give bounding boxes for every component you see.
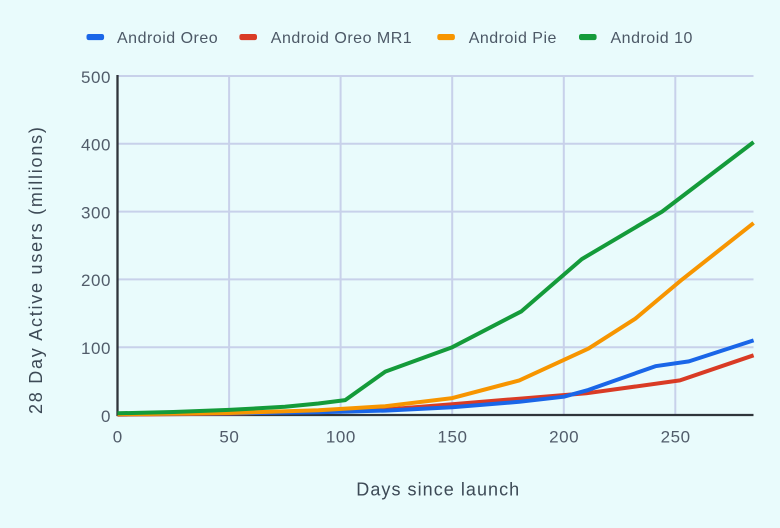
svg-text:28 Day Active users (millions): 28 Day Active users (millions) bbox=[26, 125, 46, 414]
svg-text:0: 0 bbox=[113, 428, 123, 447]
svg-text:500: 500 bbox=[81, 68, 111, 87]
svg-text:150: 150 bbox=[437, 428, 467, 447]
svg-text:Android 10: Android 10 bbox=[611, 30, 693, 47]
svg-text:Android Pie: Android Pie bbox=[469, 30, 557, 47]
svg-text:400: 400 bbox=[81, 136, 111, 155]
svg-text:300: 300 bbox=[81, 203, 111, 222]
svg-text:200: 200 bbox=[549, 428, 579, 447]
svg-text:Days since launch: Days since launch bbox=[356, 479, 520, 499]
svg-text:250: 250 bbox=[661, 428, 691, 447]
svg-text:50: 50 bbox=[219, 428, 239, 447]
svg-text:Android Oreo: Android Oreo bbox=[117, 30, 218, 47]
svg-text:0: 0 bbox=[101, 407, 111, 426]
svg-text:100: 100 bbox=[326, 428, 356, 447]
svg-text:100: 100 bbox=[81, 339, 111, 358]
svg-text:200: 200 bbox=[81, 271, 111, 290]
svg-text:Android Oreo MR1: Android Oreo MR1 bbox=[271, 30, 412, 47]
